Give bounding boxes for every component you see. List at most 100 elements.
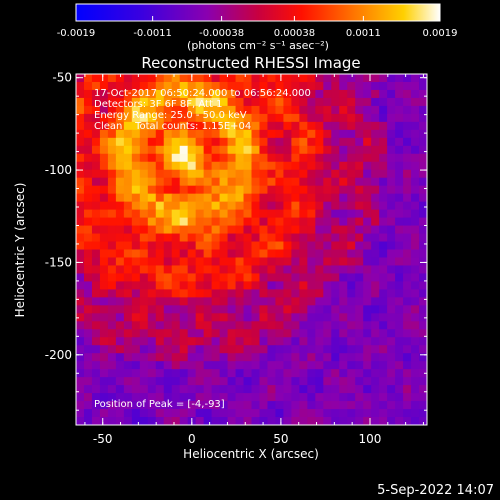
heatmap-pixel [139,249,149,259]
heatmap-pixel [107,329,117,338]
heatmap-pixel [307,145,316,155]
heatmap-pixel [387,161,396,171]
heatmap-pixel [275,137,285,147]
heatmap-pixel [419,89,427,99]
colorbar-ticks: -0.0019 -0.0011 -0.00038 0.00038 0.0011 0.001… [57,16,458,39]
heatmap-pixel [403,265,412,275]
heatmap-pixel [179,74,189,83]
heatmap-pixel [395,161,404,171]
heatmap-pixel [331,74,340,83]
heatmap-pixel [243,281,253,290]
heatmap-pixel [131,185,141,195]
heatmap-pixel [379,281,388,290]
heatmap-pixel [115,113,125,123]
heatmap-pixel [107,89,117,99]
heatmap-pixel [259,393,269,402]
heatmap-pixel [203,153,213,163]
heatmap-pixel [139,401,149,410]
heatmap-pixel [211,297,221,306]
heatmap-pixel [203,377,213,386]
heatmap-pixel [331,153,340,163]
heatmap-pixel [179,89,189,99]
heatmap-pixel [411,161,420,171]
heatmap-pixel [315,193,324,203]
heatmap-pixel [307,74,316,83]
heatmap-pixel [371,377,380,386]
heatmap-pixel [219,233,229,243]
heatmap-pixel [363,329,372,338]
heatmap-pixel [339,217,348,227]
heatmap-pixel [347,185,356,195]
heatmap-pixel [235,401,245,410]
heatmap-pixel [339,89,348,99]
heatmap-pixel [411,385,420,394]
heatmap-pixel [227,329,237,338]
heatmap-pixel [419,329,427,338]
heatmap-pixel [91,361,101,370]
heatmap-pixel [323,297,332,306]
heatmap-pixel [275,169,285,179]
heatmap-pixel [331,329,340,338]
heatmap-pixel [163,113,173,123]
heatmap-pixel [227,121,237,131]
heatmap-pixel [139,217,149,227]
heatmap-pixel [387,177,396,187]
heatmap-pixel [179,217,189,227]
heatmap-pixel [379,417,388,425]
heatmap-pixel [323,273,332,283]
heatmap-pixel [251,129,261,139]
heatmap-pixel [379,361,388,370]
heatmap-pixel [91,185,101,195]
heatmap-pixel [267,409,277,418]
heatmap-pixel [283,305,292,314]
heatmap-pixel [195,273,205,283]
heatmap-pixel [243,305,253,314]
heatmap-pixel [355,113,364,123]
heatmap-pixel [91,353,101,362]
heatmap-pixel [363,369,372,378]
heatmap-pixel [291,361,300,370]
heatmap-pixel [323,377,332,386]
heatmap-pixel [163,241,173,251]
heatmap-pixel [355,193,364,203]
heatmap-pixel [235,129,245,139]
heatmap-pixel [171,74,181,83]
heatmap-pixel [363,321,372,330]
heatmap-pixel [195,313,205,322]
heatmap-pixel [395,105,404,115]
heatmap-pixel [307,185,316,195]
heatmap-pixel [355,105,364,115]
heatmap-pixel [339,129,348,139]
heatmap-pixel [403,153,412,163]
heatmap-pixel [131,81,141,91]
heatmap-pixel [403,257,412,267]
heatmap-pixel [331,377,340,386]
heatmap-pixel [83,417,93,425]
heatmap-pixel [99,177,109,187]
heatmap-pixel [363,313,372,322]
heatmap-pixel [339,417,348,425]
heatmap-pixel [83,233,93,243]
heatmap-pixel [171,249,181,259]
heatmap-pixel [307,369,316,378]
heatmap-pixel [339,153,348,163]
heatmap-pixel [411,249,420,259]
heatmap-pixel [219,329,229,338]
heatmap-pixel [371,297,380,306]
heatmap-pixel [339,385,348,394]
heatmap-pixel [195,225,205,235]
heatmap-pixel [155,257,165,267]
heatmap-pixel [115,129,125,139]
heatmap-pixel [387,169,396,179]
heatmap-pixel [419,161,427,171]
heatmap-pixel [379,369,388,378]
heatmap-pixel [251,225,261,235]
footer-date: 5-Sep-2022 14:07 [377,483,494,498]
heatmap-pixel [387,409,396,418]
heatmap-pixel [411,345,420,354]
heatmap-pixel [91,369,101,378]
heatmap-pixel [275,265,285,275]
heatmap-pixel [307,257,316,267]
heatmap-pixel [379,185,388,195]
heatmap-pixel [267,185,277,195]
